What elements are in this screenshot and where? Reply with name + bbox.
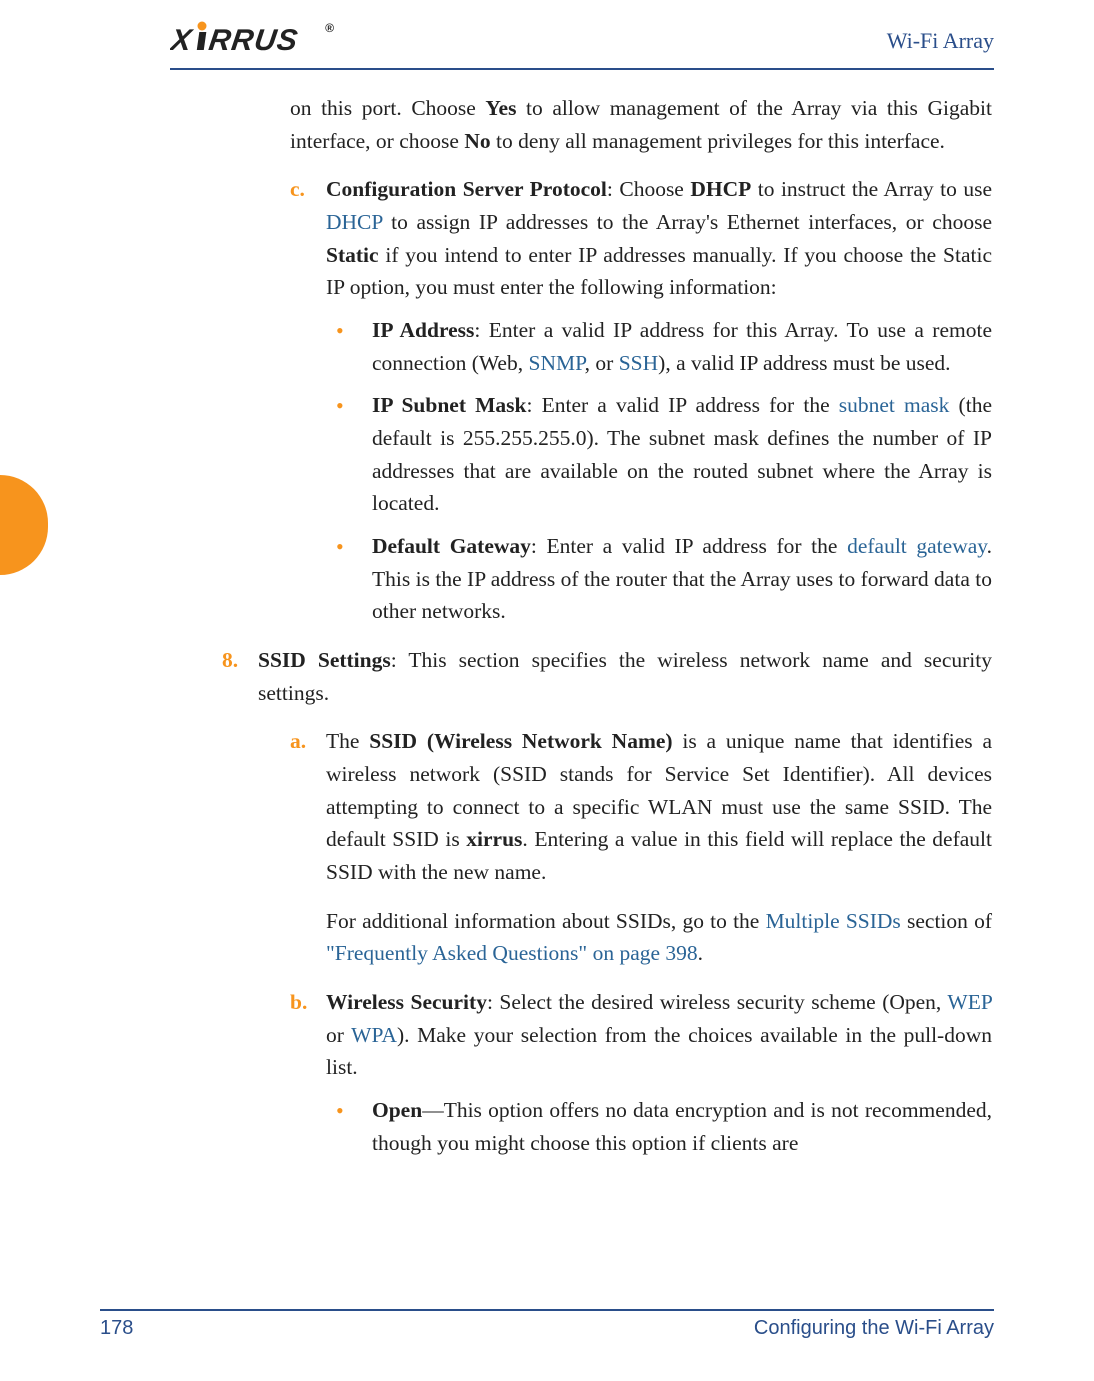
page: X RRUS ® Wi-Fi Array on this port. Choos…: [0, 0, 1094, 1381]
link-default-gateway[interactable]: default gateway: [847, 534, 987, 558]
body-content: on this port. Choose Yes to allow manage…: [180, 92, 992, 1159]
svg-text:X: X: [170, 24, 195, 57]
svg-text:®: ®: [325, 21, 335, 35]
bullet-icon: •: [336, 530, 372, 628]
paragraph-continuation: on this port. Choose Yes to allow manage…: [290, 92, 992, 157]
bullet-subnet-mask: • IP Subnet Mask: Enter a valid IP addre…: [336, 389, 992, 520]
page-footer: 178 Configuring the Wi-Fi Array: [100, 1309, 994, 1351]
link-wpa[interactable]: WPA: [351, 1023, 397, 1047]
sub-item-a-continued: For additional information about SSIDs, …: [290, 905, 992, 970]
list-marker-c: c.: [290, 173, 326, 304]
bullet-ip-address: • IP Address: Enter a valid IP address f…: [336, 314, 992, 379]
list-marker-8: 8.: [222, 644, 258, 709]
link-multiple-ssids[interactable]: Multiple SSIDs: [766, 909, 901, 933]
bullet-icon: •: [336, 389, 372, 520]
link-dhcp[interactable]: DHCP: [326, 210, 383, 234]
link-subnet-mask[interactable]: subnet mask: [839, 393, 950, 417]
link-wep[interactable]: WEP: [947, 990, 992, 1014]
list-marker-a: a.: [290, 725, 326, 888]
sub-item-b: b. Wireless Security: Select the desired…: [290, 986, 992, 1084]
bullet-open: • Open—This option offers no data encryp…: [336, 1094, 992, 1159]
logo: X RRUS ®: [170, 20, 350, 66]
side-tab-icon: [0, 475, 48, 575]
link-faq-page-398[interactable]: "Frequently Asked Questions" on page 398: [326, 941, 698, 965]
page-number: 178: [100, 1317, 133, 1340]
sub-item-c: c. Configuration Server Protocol: Choose…: [290, 173, 992, 304]
bullet-icon: •: [336, 314, 372, 379]
link-ssh[interactable]: SSH: [619, 351, 658, 375]
svg-text:RRUS: RRUS: [207, 24, 301, 57]
item-8: 8. SSID Settings: This section specifies…: [222, 644, 992, 709]
page-header: X RRUS ® Wi-Fi Array: [170, 20, 994, 70]
footer-section-title: Configuring the Wi-Fi Array: [754, 1317, 994, 1340]
link-snmp[interactable]: SNMP: [528, 351, 584, 375]
bullet-icon: •: [336, 1094, 372, 1159]
bullet-default-gateway: • Default Gateway: Enter a valid IP addr…: [336, 530, 992, 628]
sub-item-a: a. The SSID (Wireless Network Name) is a…: [290, 725, 992, 888]
list-marker-b: b.: [290, 986, 326, 1084]
header-title: Wi-Fi Array: [887, 28, 994, 54]
